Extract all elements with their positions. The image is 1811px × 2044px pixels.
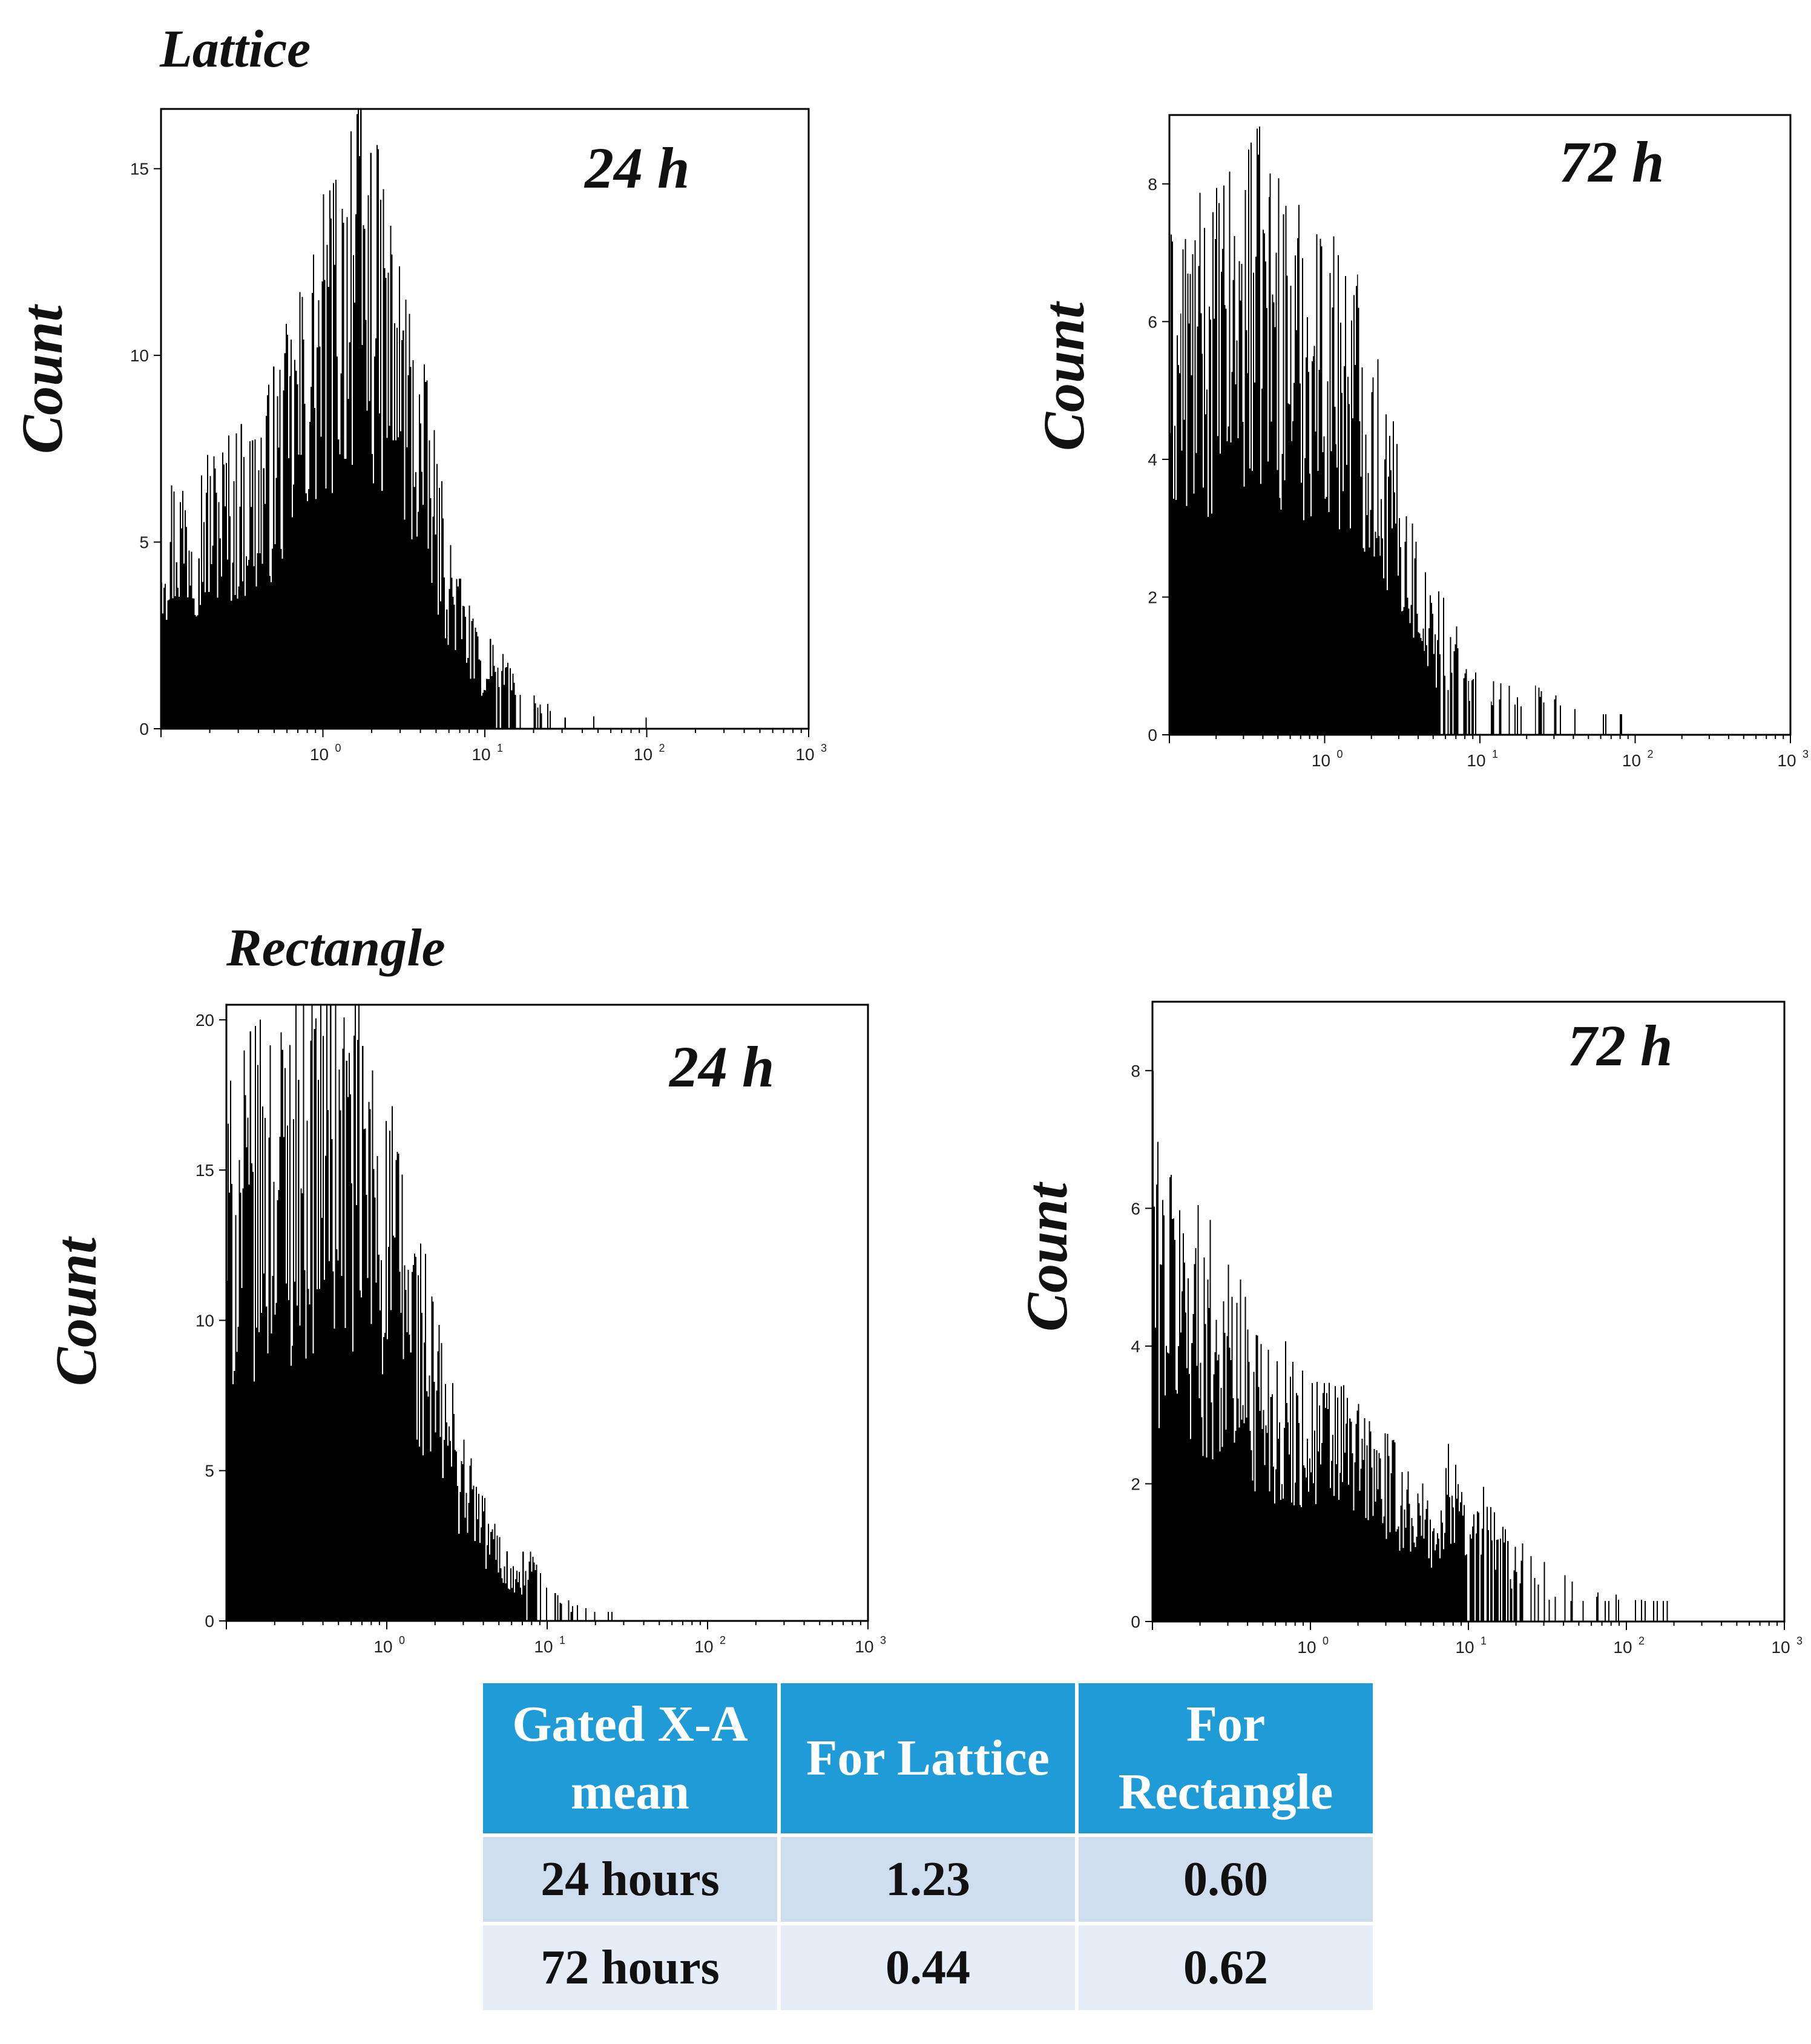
time-label: 24 h — [583, 136, 689, 200]
x-tick-label: 10 — [634, 745, 652, 764]
x-tick-label: 10 — [1297, 1638, 1316, 1657]
y-tick-label: 10 — [130, 346, 149, 365]
x-tick-label: 10 — [1455, 1638, 1474, 1657]
y-tick-label: 8 — [1131, 1062, 1140, 1080]
y-tick-label: 10 — [196, 1311, 214, 1330]
y-axis-label: Count — [1014, 1181, 1079, 1332]
y-tick-label: 0 — [205, 1612, 214, 1631]
histogram-lattice-72h: 0 2 4 6 8 10 0 10 1 10 2 10 3 72 h Count — [1031, 114, 1809, 770]
x-tick-exponent: 0 — [1323, 1635, 1329, 1647]
x-tick-exponent: 1 — [1492, 748, 1498, 760]
x-tick-exponent: 1 — [559, 1634, 565, 1646]
x-tick-label: 10 — [1777, 751, 1796, 770]
y-axis-ticks: 0 5 10 15 — [130, 160, 161, 738]
x-tick-label: 10 — [472, 745, 490, 764]
header-cell-rectangle: For Rectangle — [1079, 1683, 1373, 1833]
x-tick-exponent: 1 — [1481, 1635, 1487, 1647]
x-axis-ticks: 10 0 10 1 10 2 10 3 — [1152, 1622, 1803, 1657]
x-tick-label: 10 — [1312, 751, 1330, 770]
x-tick-exponent: 3 — [821, 742, 827, 754]
x-tick-label: 10 — [1622, 751, 1641, 770]
histogram-bars — [226, 1005, 613, 1621]
y-tick-label: 20 — [196, 1011, 214, 1030]
x-tick-label: 10 — [534, 1637, 553, 1656]
time-label: 24 h — [668, 1034, 774, 1099]
table-row: 72 hours 0.44 0.62 — [483, 1925, 1373, 2010]
x-axis-ticks: 10 0 10 1 10 2 10 3 — [226, 1621, 886, 1656]
y-tick-label: 5 — [205, 1462, 214, 1480]
time-label: 72 h — [1568, 1013, 1672, 1078]
table-row: 24 hours 1.23 0.60 — [483, 1837, 1373, 1922]
x-tick-exponent: 3 — [1803, 748, 1809, 760]
y-axis-label: Count — [44, 1235, 108, 1386]
histogram-bins — [161, 109, 647, 729]
x-tick-label: 10 — [855, 1637, 873, 1656]
histogram-bins — [1152, 1070, 1668, 1622]
y-tick-label: 0 — [1148, 726, 1157, 744]
histogram-rectangle-24h: 0 5 10 15 20 10 0 10 1 10 2 10 3 24 h Count — [44, 1004, 886, 1656]
x-tick-label: 10 — [694, 1637, 713, 1656]
y-tick-label: 2 — [1148, 588, 1157, 606]
y-axis-label: Count — [10, 303, 74, 454]
y-axis-label: Count — [1031, 300, 1096, 451]
x-tick-label: 10 — [1613, 1638, 1632, 1657]
x-tick-exponent: 0 — [335, 742, 341, 754]
time-label: 72 h — [1559, 130, 1664, 194]
histogram-bars — [1169, 127, 1622, 735]
table-cell: 0.44 — [781, 1925, 1075, 2010]
histogram-rectangle-72h: 0 2 4 6 8 10 0 10 1 10 2 10 3 72 h Count — [1014, 1001, 1803, 1657]
y-tick-label: 0 — [139, 720, 149, 738]
y-tick-label: 2 — [1131, 1474, 1140, 1493]
x-tick-exponent: 1 — [497, 742, 503, 754]
table-header-row: Gated X-A mean For Lattice For Rectangle — [483, 1683, 1373, 1833]
x-tick-exponent: 2 — [720, 1634, 726, 1646]
table-cell: 24 hours — [483, 1837, 777, 1922]
y-tick-label: 4 — [1148, 450, 1157, 469]
x-tick-exponent: 2 — [1638, 1635, 1645, 1647]
y-tick-label: 15 — [130, 160, 149, 179]
y-tick-label: 5 — [139, 533, 149, 552]
histogram-bins — [226, 1005, 613, 1621]
y-tick-label: 6 — [1148, 312, 1157, 331]
histogram-lattice-24h: 0 5 10 15 10 0 10 1 10 2 10 3 24 h Count — [10, 108, 827, 764]
y-axis-ticks: 0 2 4 6 8 — [1131, 1062, 1152, 1631]
y-tick-label: 6 — [1131, 1199, 1140, 1218]
header-cell-metric: Gated X-A mean — [483, 1683, 777, 1833]
table-cell: 0.62 — [1079, 1925, 1373, 2010]
y-tick-label: 8 — [1148, 175, 1157, 194]
x-tick-label: 10 — [1771, 1638, 1790, 1657]
table-cell: 1.23 — [781, 1837, 1075, 1922]
group-title-rectangle: Rectangle — [226, 919, 445, 978]
x-tick-label: 10 — [373, 1637, 392, 1656]
x-tick-exponent: 0 — [399, 1634, 405, 1646]
group-title-lattice: Lattice — [159, 20, 311, 79]
y-tick-label: 0 — [1131, 1612, 1140, 1631]
y-axis-ticks: 0 2 4 6 8 — [1148, 175, 1169, 744]
histogram-bars — [161, 109, 647, 729]
y-tick-label: 15 — [196, 1161, 214, 1180]
x-tick-exponent: 2 — [1648, 748, 1654, 760]
x-tick-exponent: 3 — [1796, 1635, 1803, 1647]
x-axis-ticks: 10 0 10 1 10 2 10 3 — [160, 729, 827, 764]
x-tick-label: 10 — [1467, 751, 1485, 770]
y-tick-label: 4 — [1131, 1337, 1140, 1356]
gated-mean-table: Gated X-A mean For Lattice For Rectangle… — [479, 1680, 1376, 2014]
x-tick-exponent: 0 — [1337, 748, 1343, 760]
x-axis-ticks: 10 0 10 1 10 2 10 3 — [1169, 735, 1809, 770]
histogram-bars — [1152, 1070, 1668, 1622]
header-cell-lattice: For Lattice — [781, 1683, 1075, 1833]
y-axis-ticks: 0 5 10 15 20 — [196, 1011, 226, 1631]
x-tick-label: 10 — [310, 745, 329, 764]
histogram-bins — [1169, 127, 1622, 735]
table-cell: 72 hours — [483, 1925, 777, 2010]
table-cell: 0.60 — [1079, 1837, 1373, 1922]
x-tick-exponent: 2 — [659, 742, 665, 754]
x-tick-label: 10 — [795, 745, 814, 764]
x-tick-exponent: 3 — [880, 1634, 886, 1646]
